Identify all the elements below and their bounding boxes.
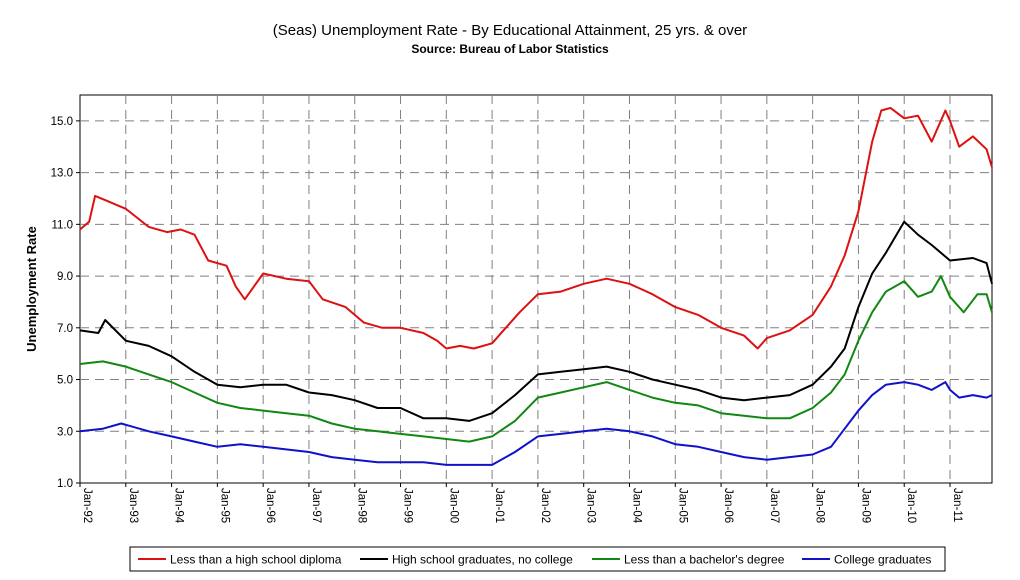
y-tick-label: 5.0 xyxy=(57,375,73,387)
series-line xyxy=(79,106,993,350)
legend-item-college-grads: College graduates xyxy=(802,553,931,567)
y-axis-label: Unemployment Rate xyxy=(24,226,39,352)
series-line xyxy=(79,381,993,466)
x-tick-label: Jan-00 xyxy=(447,488,459,523)
x-tick-label: Jan-07 xyxy=(768,488,780,523)
series-line xyxy=(79,275,993,443)
y-tick-label: 9.0 xyxy=(57,271,73,283)
legend-label: High school graduates, no college xyxy=(392,553,573,567)
chart-subtitle: Source: Bureau of Labor Statistics xyxy=(411,42,609,56)
y-tick-label: 15.0 xyxy=(51,116,73,128)
y-tick-label: 11.0 xyxy=(51,219,73,231)
x-tick-label: Jan-10 xyxy=(905,488,917,523)
x-axis-ticks: Jan-92 Jan-93 Jan-94 Jan-95 Jan-96 Jan-97 Jan-… xyxy=(79,483,963,524)
x-tick-label: Jan-05 xyxy=(676,488,688,523)
legend-label: Less than a bachelor's degree xyxy=(624,553,785,567)
legend: Less than a high school diploma High sch… xyxy=(129,546,946,572)
x-tick-label: Jan-09 xyxy=(859,488,871,523)
x-tick-label: Jan-97 xyxy=(310,488,322,523)
x-tick-label: Jan-08 xyxy=(814,488,826,523)
x-tick-label: Jan-98 xyxy=(356,488,368,523)
x-tick-label: Jan-92 xyxy=(81,488,93,523)
x-tick-label: Jan-94 xyxy=(173,488,185,524)
legend-item-less-than-bachelors: Less than a bachelor's degree xyxy=(592,553,785,567)
y-tick-label: 13.0 xyxy=(51,168,73,180)
y-tick-label: 1.0 xyxy=(57,478,73,490)
x-tick-label: Jan-01 xyxy=(493,488,505,523)
legend-label: Less than a high school diploma xyxy=(170,553,342,567)
x-tick-label: Jan-06 xyxy=(722,488,734,523)
y-axis-ticks: 1.0 3.0 5.0 7.0 9.0 11.0 13.0 15.0 xyxy=(51,116,80,490)
plot-area xyxy=(79,94,993,484)
series-line xyxy=(79,220,993,422)
x-tick-label: Jan-99 xyxy=(402,488,414,523)
y-tick-label: 7.0 xyxy=(57,323,73,335)
chart-title: (Seas) Unemployment Rate - By Educationa… xyxy=(273,22,747,39)
x-tick-label: Jan-96 xyxy=(264,488,276,523)
legend-label: College graduates xyxy=(834,553,931,567)
legend-item-hs-grads: High school graduates, no college xyxy=(360,553,573,567)
x-tick-label: Jan-03 xyxy=(585,488,597,523)
x-tick-label: Jan-11 xyxy=(951,488,963,522)
legend-item-less-than-hs: Less than a high school diploma xyxy=(138,553,342,567)
y-tick-label: 3.0 xyxy=(57,426,73,438)
x-tick-label: Jan-04 xyxy=(630,488,642,524)
x-tick-label: Jan-95 xyxy=(218,488,230,523)
x-tick-label: Jan-93 xyxy=(127,488,139,523)
series-lines xyxy=(79,106,993,466)
x-tick-label: Jan-02 xyxy=(539,488,551,523)
